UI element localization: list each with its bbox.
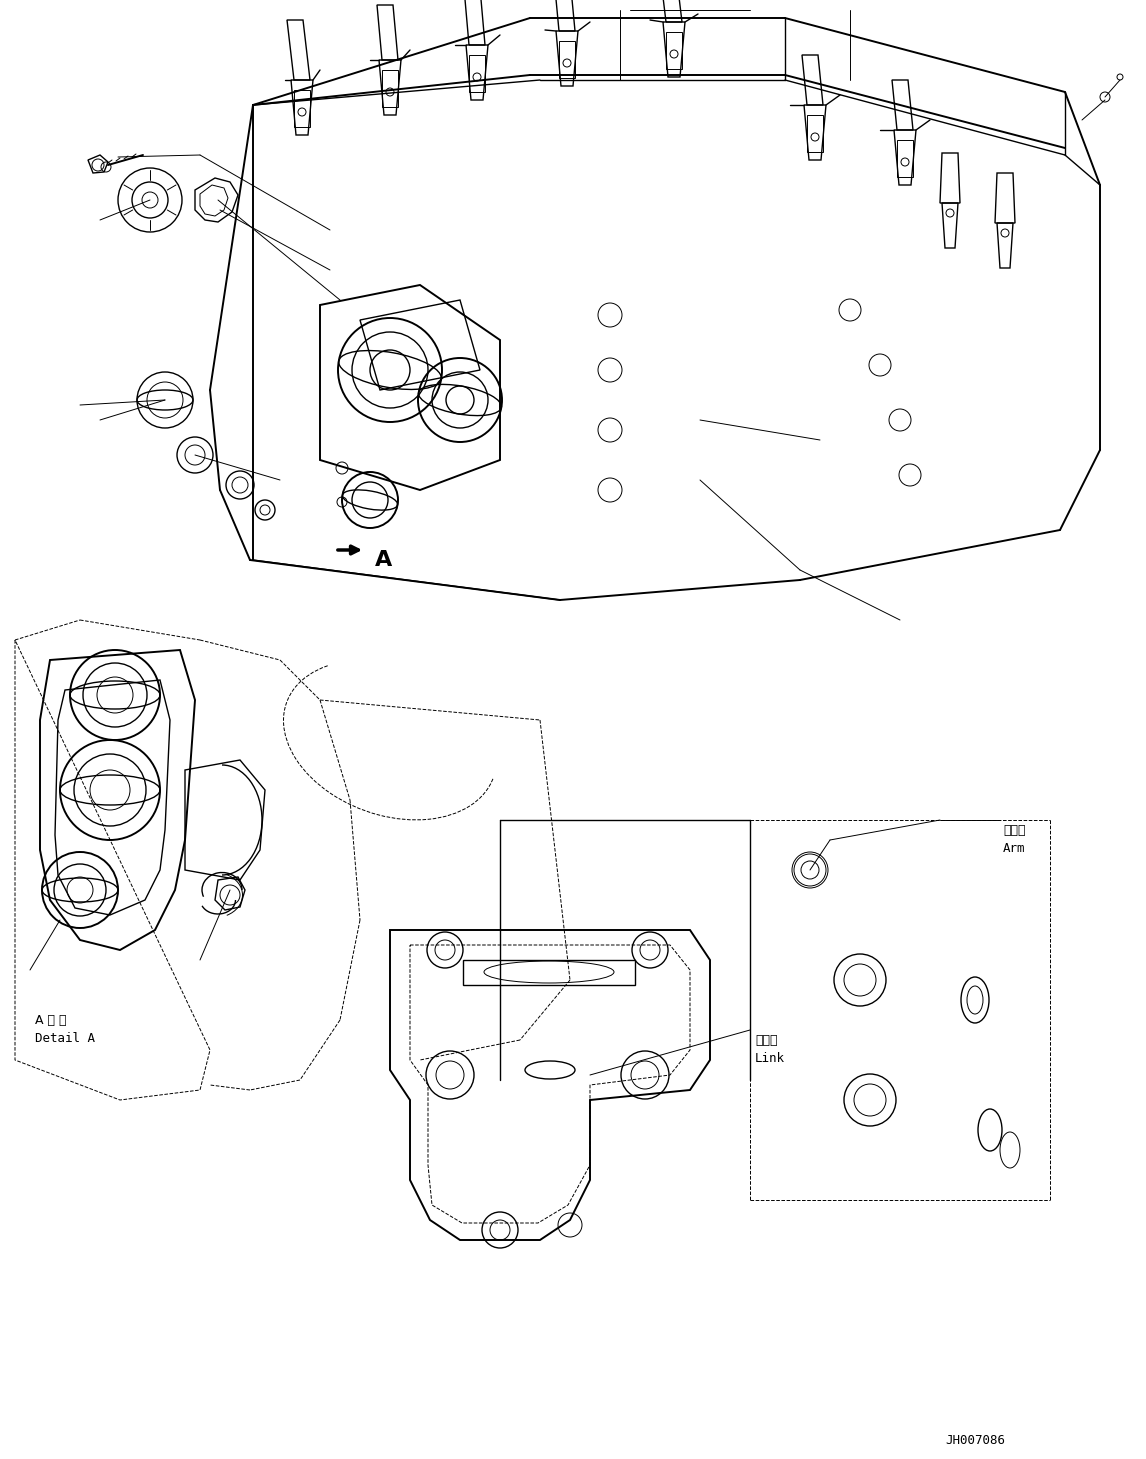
- Text: A 詳 細: A 詳 細: [36, 1014, 66, 1027]
- Text: Arm: Arm: [1003, 842, 1026, 855]
- Text: Link: Link: [755, 1052, 785, 1065]
- Text: リンク: リンク: [755, 1033, 777, 1046]
- Text: JH007086: JH007086: [945, 1434, 1005, 1446]
- Text: Detail A: Detail A: [36, 1032, 95, 1045]
- Text: アーム: アーム: [1003, 823, 1026, 836]
- Text: A: A: [375, 550, 392, 570]
